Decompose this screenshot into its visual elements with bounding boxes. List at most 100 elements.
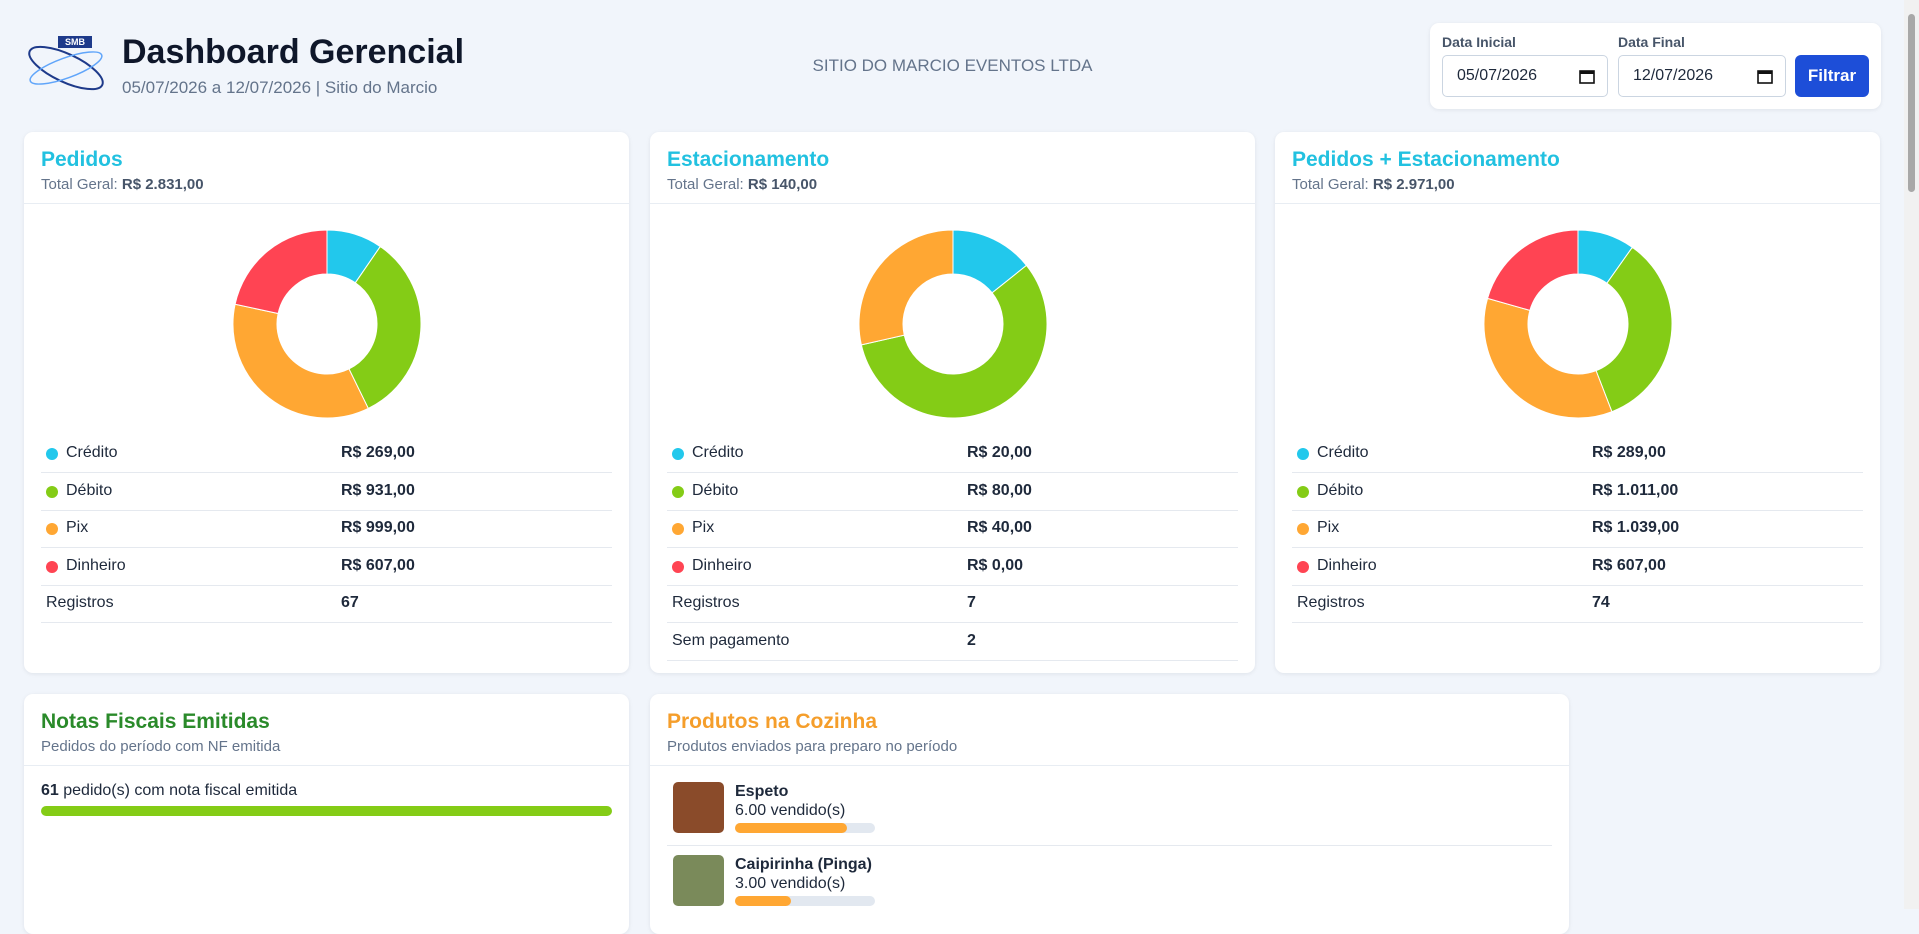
legend-dot <box>46 448 58 460</box>
scrollbar[interactable] <box>1904 0 1919 909</box>
page: SMB Dashboard Gerencial 05/07/2026 a 12/… <box>24 0 1919 934</box>
product-thumb <box>673 855 724 906</box>
legend-dot <box>672 523 684 535</box>
summary-row: Registros 67 <box>41 585 612 623</box>
legend-label: Dinheiro <box>66 556 126 574</box>
summary-card: Pedidos + Estacionamento Total Geral: R$ … <box>1275 132 1880 673</box>
summary-label: Registros <box>1297 594 1365 611</box>
calendar-icon <box>1757 70 1773 84</box>
donut-chart <box>858 229 1047 419</box>
legend-label: Débito <box>1317 481 1364 499</box>
legend-value: R$ 607,00 <box>341 556 415 574</box>
legend-value: R$ 0,00 <box>967 556 1024 574</box>
donut-segment <box>232 303 369 419</box>
summary-row: Registros 74 <box>1292 585 1863 623</box>
scrollbar-thumb[interactable] <box>1908 14 1915 192</box>
end-date[interactable]: 12/07/2026 <box>1618 55 1786 97</box>
donut-chart <box>1483 229 1672 419</box>
summary-label: Registros <box>672 594 740 611</box>
legend-value: R$ 80,00 <box>967 481 1032 499</box>
subtitle: 05/07/2026 a 12/07/2026 | Sitio do Marci… <box>122 78 438 97</box>
legend-value: R$ 931,00 <box>341 481 415 499</box>
legend-label: Dinheiro <box>1317 556 1377 574</box>
product-bar <box>735 896 791 906</box>
legend-value: R$ 999,00 <box>341 519 415 536</box>
company: SITIO DO MARCIO EVENTOS LTDA <box>812 56 1093 75</box>
card-total: Total Geral: R$ 2.831,00 <box>41 176 204 193</box>
donut-segment <box>858 229 953 346</box>
legend-row: Pix R$ 999,00 <box>41 510 612 548</box>
summary-card: Estacionamento Total Geral: R$ 140,00 Créd… <box>650 132 1255 673</box>
divider <box>667 845 1552 846</box>
legend-row: Crédito R$ 269,00 <box>41 435 612 473</box>
legend-row: Pix R$ 1.039,00 <box>1292 510 1863 548</box>
donut-segment <box>1594 246 1672 413</box>
total-value: R$ 140,00 <box>747 176 818 193</box>
legend-dot <box>672 560 684 573</box>
end-label: Data Final <box>1618 34 1685 50</box>
calendar-icon <box>1579 70 1595 84</box>
legend-label: Pix <box>1317 519 1340 536</box>
donut-segment <box>860 264 1047 419</box>
product-name: Espeto <box>735 783 789 800</box>
card-title: Pedidos + Estacionamento <box>1292 148 1560 171</box>
filter-button[interactable]: Filtrar <box>1795 55 1869 97</box>
donut-chart <box>232 229 421 419</box>
card-title: Pedidos <box>41 148 123 171</box>
legend-value: R$ 20,00 <box>967 444 1032 461</box>
card-total: Total Geral: R$ 140,00 <box>667 176 817 193</box>
donut-segment <box>1486 229 1578 311</box>
total-label: Total Geral: <box>667 176 744 193</box>
legend-row: Débito R$ 80,00 <box>667 473 1238 511</box>
divider <box>650 203 1255 204</box>
divider <box>24 765 629 766</box>
title: Dashboard Gerencial <box>122 33 465 71</box>
divider <box>24 203 629 204</box>
summary-value: 7 <box>967 594 976 611</box>
summary-value: 2 <box>967 631 976 649</box>
product-name: Caipirinha (Pinga) <box>735 856 872 873</box>
legend-value: R$ 40,00 <box>967 519 1032 536</box>
legend-dot <box>672 485 684 498</box>
invoices-title: Notas Fiscais Emitidas <box>41 710 270 733</box>
start-date[interactable]: 05/07/2026 <box>1442 55 1608 97</box>
donut-segment <box>347 245 421 410</box>
legend-row: Débito R$ 931,00 <box>41 473 612 511</box>
legend-row: Dinheiro R$ 607,00 <box>41 548 612 586</box>
total-label: Total Geral: <box>41 176 118 193</box>
legend-row: Crédito R$ 289,00 <box>1292 435 1863 473</box>
product-track <box>735 896 875 906</box>
legend-label: Débito <box>692 481 739 499</box>
card-total: Total Geral: R$ 2.971,00 <box>1292 176 1455 193</box>
product-sold: 3.00 vendido(s) <box>735 875 846 892</box>
legend-value: R$ 289,00 <box>1592 444 1666 461</box>
invoices-card: Notas Fiscais Emitidas Pedidos do períod… <box>24 694 629 934</box>
invoices-line: 61 pedido(s) com nota fiscal emitida <box>41 782 297 800</box>
kitchen-card: Produtos na Cozinha Produtos enviados pa… <box>650 694 1569 934</box>
legend-label: Débito <box>66 481 113 499</box>
legend-row: Crédito R$ 20,00 <box>667 435 1238 473</box>
total-value: R$ 2.971,00 <box>1372 176 1455 193</box>
divider <box>650 765 1569 766</box>
legend-row: Pix R$ 40,00 <box>667 510 1238 548</box>
legend-dot <box>1297 523 1309 535</box>
end-value: 12/07/2026 <box>1633 67 1714 84</box>
start-label: Data Inicial <box>1442 34 1516 50</box>
legend-label: Crédito <box>1317 444 1369 461</box>
legend-label: Dinheiro <box>692 556 752 574</box>
logo-text: SMB <box>65 37 86 47</box>
product-sold: 6.00 vendido(s) <box>735 802 846 819</box>
legend-dot <box>672 448 684 460</box>
divider <box>1275 203 1880 204</box>
summary-value: 67 <box>341 594 359 611</box>
legend-dot <box>1297 560 1309 573</box>
product-thumb <box>673 782 724 833</box>
start-value: 05/07/2026 <box>1457 67 1538 84</box>
kitchen-title: Produtos na Cozinha <box>667 710 877 733</box>
invoices-bar <box>41 806 612 816</box>
logo: SMB <box>28 36 104 91</box>
donut-segment <box>234 229 327 315</box>
legend-row: Débito R$ 1.011,00 <box>1292 473 1863 511</box>
invoices-subtitle: Pedidos do período com NF emitida <box>41 738 281 755</box>
summary-label: Sem pagamento <box>672 631 790 649</box>
